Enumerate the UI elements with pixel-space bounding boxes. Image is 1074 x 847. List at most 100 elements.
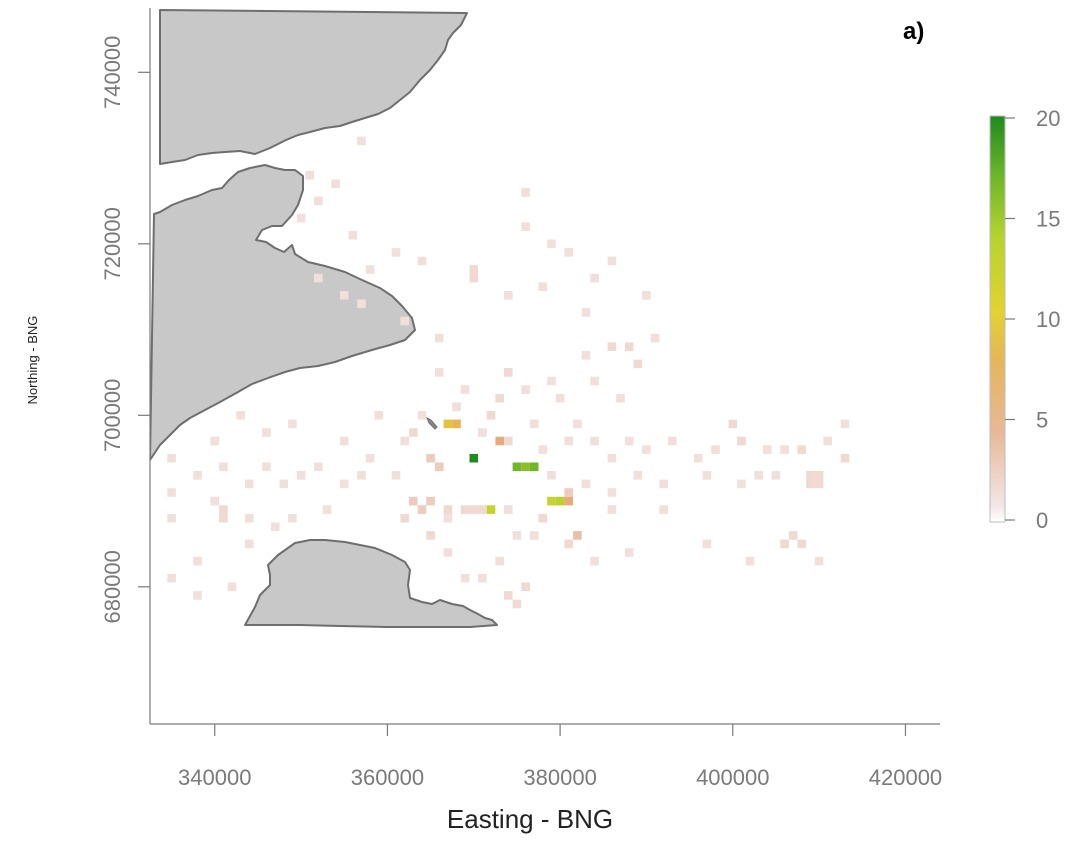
rock-fragment — [426, 416, 438, 430]
y-tick-label: 720000 — [100, 207, 125, 280]
heatmap-cell — [331, 179, 340, 189]
heatmap-cell — [573, 419, 582, 429]
heatmap-cell — [780, 445, 789, 454]
heatmap-cell — [193, 556, 202, 566]
heatmap-cell — [193, 591, 202, 600]
heatmap-cell — [521, 462, 530, 472]
heatmap-cell — [642, 291, 651, 300]
heatmap-cell — [460, 385, 470, 394]
heatmap-cell — [339, 291, 349, 300]
heatmap-cell — [616, 393, 625, 403]
heatmap-cell — [555, 496, 565, 506]
heatmap-cell — [296, 213, 306, 223]
heatmap-cell — [478, 573, 487, 583]
heatmap-cell — [469, 265, 479, 274]
heatmap-cell — [564, 488, 573, 497]
legend-tick-label: 15 — [1036, 207, 1060, 232]
heatmap-cell — [210, 436, 219, 446]
heatmap-cell — [547, 239, 556, 249]
heatmap-cell — [495, 393, 504, 403]
x-axis-ticks: 340000 360000 380000 400000 420000 — [178, 724, 942, 790]
heatmap-cell — [434, 462, 444, 472]
heatmap-cell — [711, 445, 720, 454]
heatmap-cell — [529, 531, 539, 540]
heatmap-cell — [426, 453, 435, 463]
heatmap-cell — [357, 471, 366, 480]
heatmap-cell — [512, 462, 522, 472]
heatmap-cell — [633, 359, 643, 369]
heatmap-cell — [737, 479, 746, 489]
legend-tick-label: 20 — [1036, 106, 1060, 131]
heatmap-cell — [512, 599, 522, 609]
heatmap-cell — [314, 196, 323, 206]
heatmap-cell — [417, 411, 427, 420]
heatmap-cell — [668, 436, 677, 446]
heatmap-cell — [806, 479, 815, 489]
heatmap-cell — [357, 299, 366, 309]
heatmap-cell — [374, 411, 384, 420]
heatmap-cell — [167, 488, 176, 497]
heatmap-cell — [495, 436, 504, 446]
heatmap-cell — [624, 342, 634, 351]
heatmap-cell — [702, 471, 712, 480]
heatmap-cell — [434, 333, 444, 343]
heatmap-cell — [417, 256, 427, 266]
heatmap-cell — [305, 170, 314, 180]
heatmap-cell — [288, 513, 297, 523]
x-tick-label: 400000 — [696, 765, 769, 790]
y-tick-label: 740000 — [100, 36, 125, 109]
heatmap-cell — [607, 342, 617, 351]
heatmap-cell — [469, 505, 479, 514]
heatmap-cell — [814, 471, 824, 480]
heatmap-cell — [478, 428, 487, 437]
y-axis-title: Northing - BNG — [25, 316, 40, 405]
heatmap-cell — [270, 522, 280, 532]
heatmap-cell — [443, 419, 453, 429]
heatmap-cell — [538, 513, 548, 523]
heatmap-cell — [236, 411, 245, 420]
x-tick-label: 420000 — [869, 765, 942, 790]
x-tick-label: 380000 — [523, 765, 596, 790]
heatmap-cell — [538, 282, 548, 291]
heatmap-cell — [521, 222, 530, 231]
heatmap-cell — [314, 462, 323, 472]
heatmap-cell — [426, 496, 435, 506]
heatmap-cell — [780, 539, 789, 549]
heatmap-cell — [219, 513, 228, 523]
heatmap-cell — [564, 248, 573, 257]
heatmap-cell — [607, 256, 617, 266]
heatmap-cell — [167, 513, 176, 523]
heatmap-cell — [469, 273, 479, 283]
heatmap-cell — [521, 385, 530, 394]
heatmap-cell — [339, 436, 349, 446]
heatmap-cell — [279, 479, 289, 489]
heatmap-cell — [797, 445, 807, 454]
heatmap-cell — [512, 531, 522, 540]
heatmap-cell — [504, 291, 513, 300]
heatmap-cell — [391, 471, 401, 480]
heatmap-cell — [590, 556, 599, 566]
heatmap-cell — [581, 351, 591, 360]
legend-tick-label: 10 — [1036, 307, 1060, 332]
heatmap-cell — [737, 436, 746, 446]
heatmap-cell — [521, 188, 530, 197]
heatmap-cell — [814, 556, 824, 566]
heatmap-cell — [659, 505, 668, 514]
heatmap-cell — [547, 496, 556, 506]
heatmap-cell — [564, 496, 573, 506]
heatmap-cell — [504, 505, 513, 514]
heatmap-cell — [219, 505, 228, 514]
heatmap-cell — [167, 573, 176, 583]
heatmap-cell — [288, 419, 297, 429]
heatmap-cell — [400, 436, 409, 446]
heatmap-cell — [486, 505, 496, 514]
heatmap-cell — [564, 436, 573, 446]
land-island-south — [244, 539, 498, 628]
heatmap-cell — [642, 445, 651, 454]
legend-tick-label: 0 — [1036, 508, 1048, 533]
heatmap-cell — [754, 471, 763, 480]
heatmap-cell — [245, 539, 254, 549]
heatmap-cell — [193, 471, 202, 480]
heatmap-cell — [504, 591, 513, 600]
